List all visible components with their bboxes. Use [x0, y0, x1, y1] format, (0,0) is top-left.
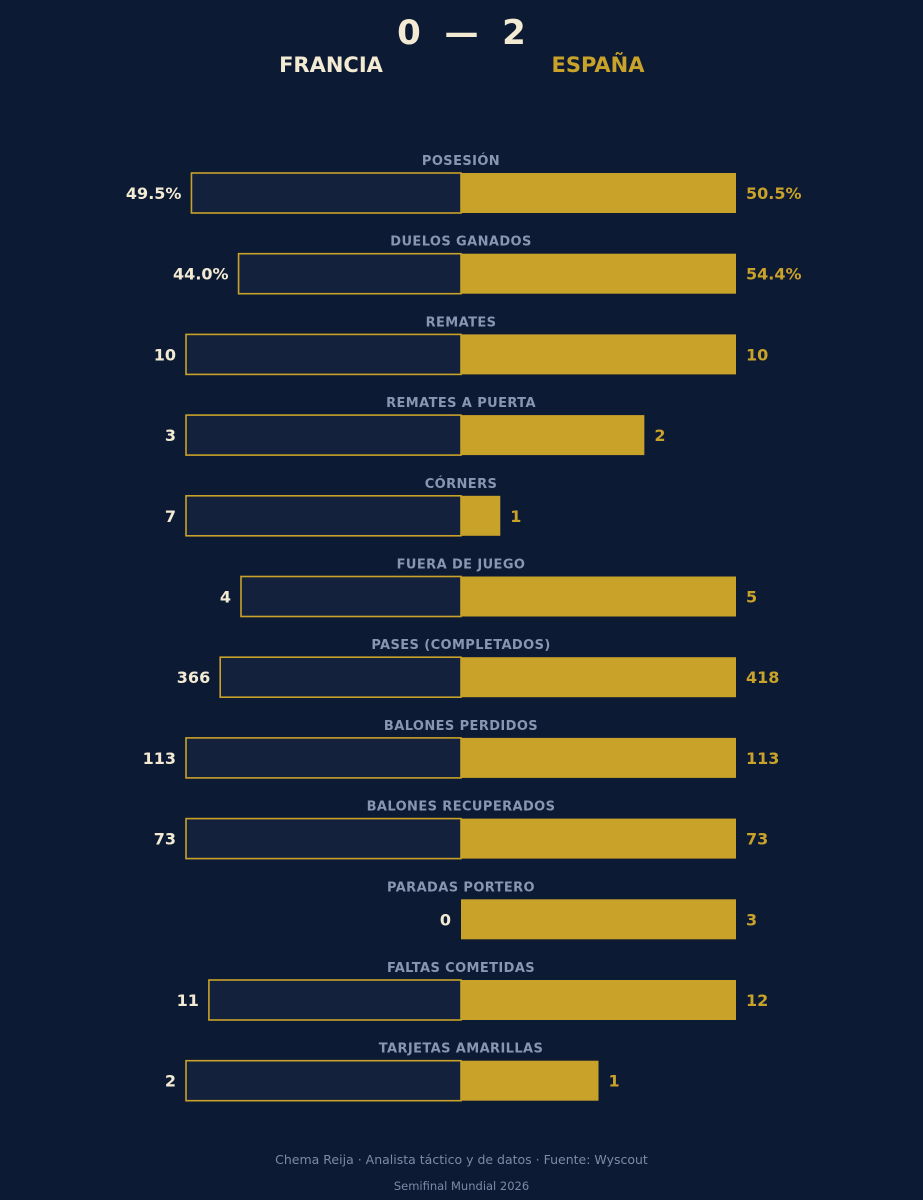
home-bar [190, 172, 462, 214]
away-bar [461, 737, 736, 778]
away-value: 73 [746, 830, 768, 849]
home-value: 49.5% [126, 184, 182, 203]
away-bar [461, 818, 736, 859]
stat-label: FUERA DE JUEGO [397, 558, 526, 573]
home-value: 113 [143, 749, 176, 768]
footer-credit: Chema Reija · Analista táctico y de dato… [275, 1152, 648, 1167]
home-bar [185, 494, 462, 537]
away-bar [461, 495, 501, 536]
home-bar [185, 414, 462, 456]
away-team-name: ESPAÑA [551, 52, 645, 77]
away-bar [461, 657, 736, 698]
stat-label: REMATES A PUERTA [386, 396, 536, 411]
away-bar [461, 334, 736, 375]
home-value: 2 [165, 1072, 176, 1091]
away-value: 418 [746, 668, 779, 687]
stat-label: PASES (COMPLETADOS) [371, 638, 550, 653]
away-bar [461, 253, 736, 294]
stat-label: PARADAS PORTERO [387, 880, 535, 895]
home-bar [240, 575, 462, 618]
stat-label: CÓRNERS [425, 476, 498, 492]
away-bar [461, 415, 645, 456]
away-bar [461, 1060, 599, 1101]
home-value: 7 [165, 507, 176, 526]
home-value: 4 [220, 588, 231, 607]
home-bar [219, 656, 462, 699]
home-bar [237, 252, 462, 295]
stat-label: BALONES PERDIDOS [384, 719, 538, 734]
stat-label: REMATES [426, 315, 497, 330]
away-value: 113 [746, 749, 779, 768]
home-value: 366 [177, 668, 210, 687]
home-value: 44.0% [173, 265, 229, 284]
away-value: 54.4% [746, 265, 802, 284]
footer-subtitle: Semifinal Mundial 2026 [394, 1179, 529, 1193]
home-bar [185, 333, 462, 376]
home-team-name: FRANCIA [279, 53, 384, 77]
away-value: 2 [654, 426, 665, 445]
home-value: 73 [154, 830, 176, 849]
home-bar [185, 1059, 462, 1102]
away-value: 12 [746, 991, 768, 1010]
stat-rows: POSESIÓN 49.5% 50.5% DUELOS GANADOS 44.0% 54.… [126, 153, 802, 1102]
away-value: 50.5% [746, 184, 802, 203]
away-value: 10 [746, 345, 768, 364]
away-bar [461, 980, 736, 1020]
away-bar [461, 899, 736, 940]
home-bar [185, 737, 462, 779]
stat-label: FALTAS COMETIDAS [387, 961, 535, 976]
home-value: 11 [177, 991, 199, 1010]
stat-label: BALONES RECUPERADOS [367, 800, 556, 815]
away-bar [461, 173, 736, 213]
away-value: 1 [609, 1072, 620, 1091]
home-value: 10 [154, 345, 176, 364]
home-bar [185, 817, 462, 860]
home-bar [208, 979, 462, 1021]
score: 0 — 2 [397, 13, 526, 53]
away-value: 1 [510, 507, 521, 526]
stat-label: TARJETAS AMARILLAS [379, 1042, 544, 1057]
away-value: 5 [746, 588, 757, 607]
home-value: 0 [440, 910, 451, 929]
home-value: 3 [165, 426, 176, 445]
stat-label: DUELOS GANADOS [390, 235, 531, 250]
away-bar [461, 576, 736, 617]
stat-label: POSESIÓN [422, 153, 500, 169]
away-value: 3 [746, 910, 757, 929]
